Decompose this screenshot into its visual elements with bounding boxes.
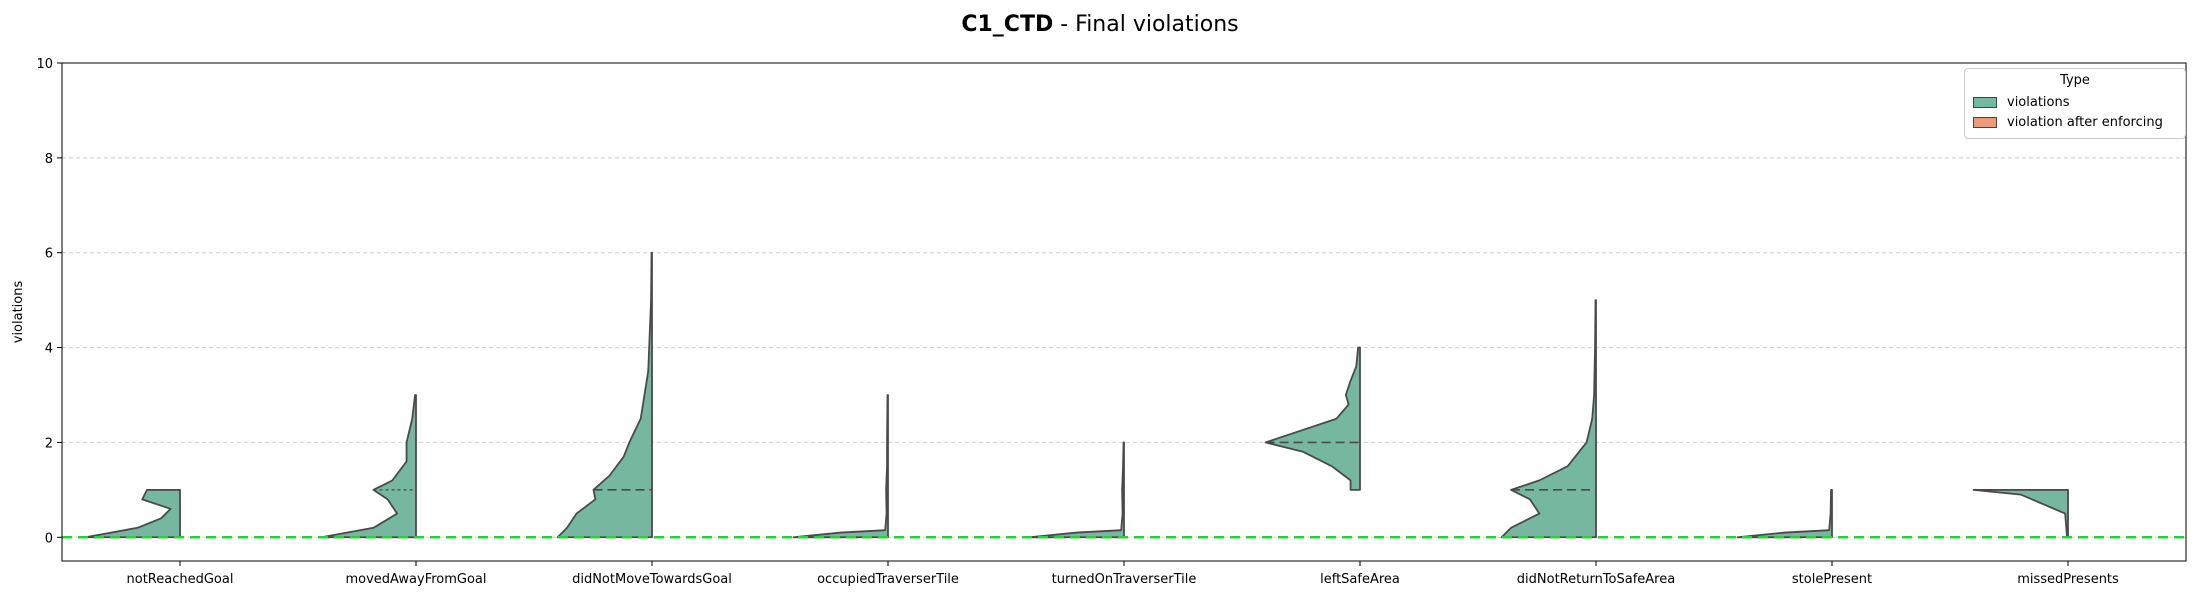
violin-movedAwayFromGoal bbox=[320, 394, 417, 539]
legend-title: Type bbox=[2060, 73, 2090, 88]
y-tick-label: 6 bbox=[45, 247, 53, 262]
x-tick-label: notReachedGoal bbox=[127, 572, 234, 587]
violin-leftSafeArea bbox=[1264, 346, 1361, 491]
x-tick-label: occupiedTraverserTile bbox=[817, 572, 959, 587]
y-tick-label: 4 bbox=[45, 342, 53, 357]
y-tick-label: 2 bbox=[45, 436, 53, 451]
x-tick-label: movedAwayFromGoal bbox=[345, 572, 486, 587]
legend-item-violations: violations bbox=[1973, 92, 2177, 112]
y-axis-label: violations bbox=[11, 281, 26, 344]
x-axis-ticks: notReachedGoal movedAwayFromGoal didNotMov… bbox=[127, 561, 2119, 587]
legend-label-violations: violations bbox=[2007, 94, 2070, 110]
x-tick-label: stolePresent bbox=[1792, 572, 1872, 587]
violin-notReachedGoal bbox=[84, 488, 181, 539]
violin-stolePresent bbox=[1736, 488, 1833, 539]
chart-title: C1_CTD - Final violations bbox=[0, 12, 2200, 37]
x-tick-label: missedPresents bbox=[2017, 572, 2119, 587]
legend-item-after-enforcing: violation after enforcing bbox=[1973, 112, 2177, 132]
chart-title-bold: C1_CTD bbox=[961, 12, 1054, 37]
violin-missedPresents bbox=[1972, 488, 2069, 539]
violin-didNotMoveTowardsGoal bbox=[556, 251, 653, 539]
violin-occupiedTraverserTile bbox=[792, 394, 889, 539]
legend: Type violations violation after enforcin… bbox=[1964, 68, 2186, 139]
y-tick-label: 0 bbox=[45, 531, 53, 546]
legend-label-after-enforcing: violation after enforcing bbox=[2007, 114, 2163, 130]
chart-title-rest: - Final violations bbox=[1053, 12, 1239, 37]
y-axis-ticks: 0 2 4 6 8 10 bbox=[36, 57, 62, 546]
violins bbox=[84, 251, 2069, 539]
x-tick-label: didNotReturnToSafeArea bbox=[1517, 572, 1675, 587]
violin-turnedOnTraverserTile bbox=[1028, 441, 1125, 539]
violin-didNotReturnToSafeArea bbox=[1500, 299, 1597, 539]
legend-swatch-after-enforcing bbox=[1973, 116, 1997, 128]
y-tick-label: 10 bbox=[36, 57, 53, 72]
x-tick-label: didNotMoveTowardsGoal bbox=[572, 572, 732, 587]
x-tick-label: leftSafeArea bbox=[1320, 572, 1400, 587]
legend-swatch-violations bbox=[1973, 96, 1997, 108]
y-tick-label: 8 bbox=[45, 152, 53, 167]
x-tick-label: turnedOnTraverserTile bbox=[1052, 572, 1197, 587]
